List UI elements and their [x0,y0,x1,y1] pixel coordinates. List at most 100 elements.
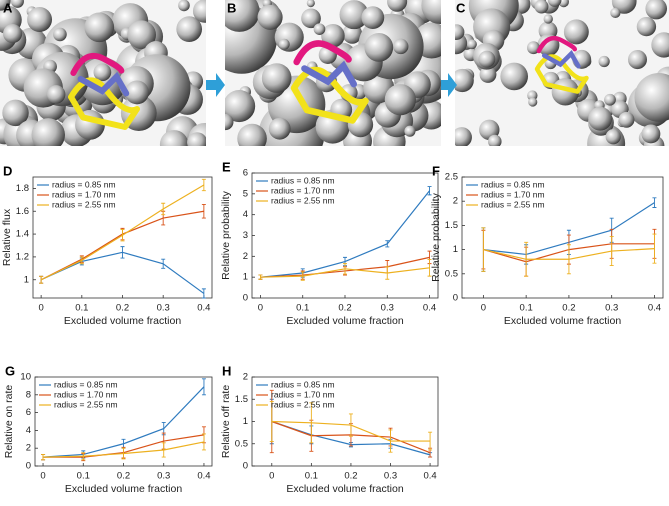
legend-label: radius = 0.85 nm [271,379,335,389]
crowder [257,4,283,30]
x-tick-label: 0.2 [344,471,357,482]
x-tick-label: 0.4 [423,471,436,482]
crowder [2,99,29,127]
error-bar [120,246,125,259]
y-tick-label: 1 [243,272,248,283]
x-tick-label: 0.2 [338,303,351,314]
legend-label: radius = 1.70 nm [271,185,335,195]
x-tick-label: 0 [38,303,43,314]
error-bar [385,266,390,280]
error-bar [428,431,433,451]
error-bar [79,256,84,265]
x-axis-label: Excluded volume fraction [504,315,621,327]
legend-label: radius = 1.70 nm [481,189,545,199]
crowder [651,32,669,58]
error-bar [652,197,657,208]
crowder [53,27,67,42]
crowder [543,14,553,24]
crowder [384,84,417,116]
crowder [387,0,408,12]
error-bar [121,447,126,460]
y-tick-label: 0 [243,293,248,304]
y-tick-label: 1 [453,244,458,255]
crowder [618,111,635,128]
x-tick-label: 0.1 [77,471,90,482]
y-axis-label: Relative off rate [220,385,232,459]
y-tick-label: 8 [26,389,31,400]
error-bar [348,413,353,437]
simulation-image [0,0,206,146]
y-tick-label: 1.5 [445,220,458,231]
error-bar [201,178,206,192]
y-tick-label: 1.2 [16,251,29,262]
plot-frame [461,176,664,299]
crowder [528,97,538,107]
crowder [645,0,668,20]
crowder [127,20,157,50]
simulation-image [225,0,441,146]
error-bar [161,258,166,269]
crowder [392,38,409,55]
molecule-magenta [70,52,125,76]
y-tick-label: 4 [26,425,31,436]
legend-label: radius = 2.55 nm [54,399,118,409]
y-tick-label: 5 [243,188,248,199]
y-tick-label: 2 [26,443,31,454]
crowder [159,130,189,146]
legend-label: radius = 0.85 nm [271,175,335,185]
error-bar [39,275,44,284]
y-tick-label: 2 [243,372,248,383]
crowder [455,127,472,146]
crowder [636,16,657,37]
legend-label: radius = 0.85 nm [481,179,545,189]
molecule-blue [77,71,130,97]
y-tick-label: 1.8 [16,183,29,194]
molecule-blue [301,60,358,88]
error-bar [201,433,206,451]
y-tick-label: 0 [243,461,248,472]
arrow [441,73,457,97]
x-tick-label: 0.4 [423,303,436,314]
x-axis-label: Excluded volume fraction [286,483,403,495]
crowder [563,19,589,45]
crowder [11,0,24,8]
y-tick-label: 0.5 [235,438,248,449]
y-axis-label: Relative flux [1,208,13,266]
x-tick-label: 0 [269,471,274,482]
crowder [598,55,610,68]
y-tick-label: 10 [20,372,31,383]
x-tick-label: 0 [40,471,45,482]
y-tick-label: 1 [243,416,248,427]
error-bar [427,259,432,277]
error-bar [120,229,125,242]
x-tick-label: 0.4 [197,471,210,482]
panel-letter: D [3,163,12,178]
y-tick-label: 6 [243,168,248,179]
x-tick-label: 0.3 [605,303,618,314]
y-tick-label: 0.5 [445,268,458,279]
x-axis-label: Excluded volume fraction [64,315,181,327]
legend-label: radius = 0.85 nm [52,179,116,189]
x-tick-label: 0 [258,303,263,314]
error-bar [343,263,347,275]
crowder [31,118,65,146]
crowder [274,22,304,52]
crowder [421,0,441,24]
x-tick-label: 0.2 [117,471,130,482]
crowder [3,24,23,44]
y-tick-label: 2 [453,196,458,207]
legend-label: radius = 1.70 nm [54,389,118,399]
x-tick-label: 0.1 [520,303,533,314]
panel-letter: E [222,159,231,174]
error-bar [201,203,206,219]
y-axis-label: Relative probability [430,192,442,281]
crowder [313,23,326,35]
molecule-magenta [293,40,352,66]
crowder [339,0,369,30]
crowder [278,38,290,50]
x-tick-label: 0.4 [197,303,210,314]
simulation-image [455,0,669,146]
crowder [347,111,374,138]
error-bar [41,453,46,461]
